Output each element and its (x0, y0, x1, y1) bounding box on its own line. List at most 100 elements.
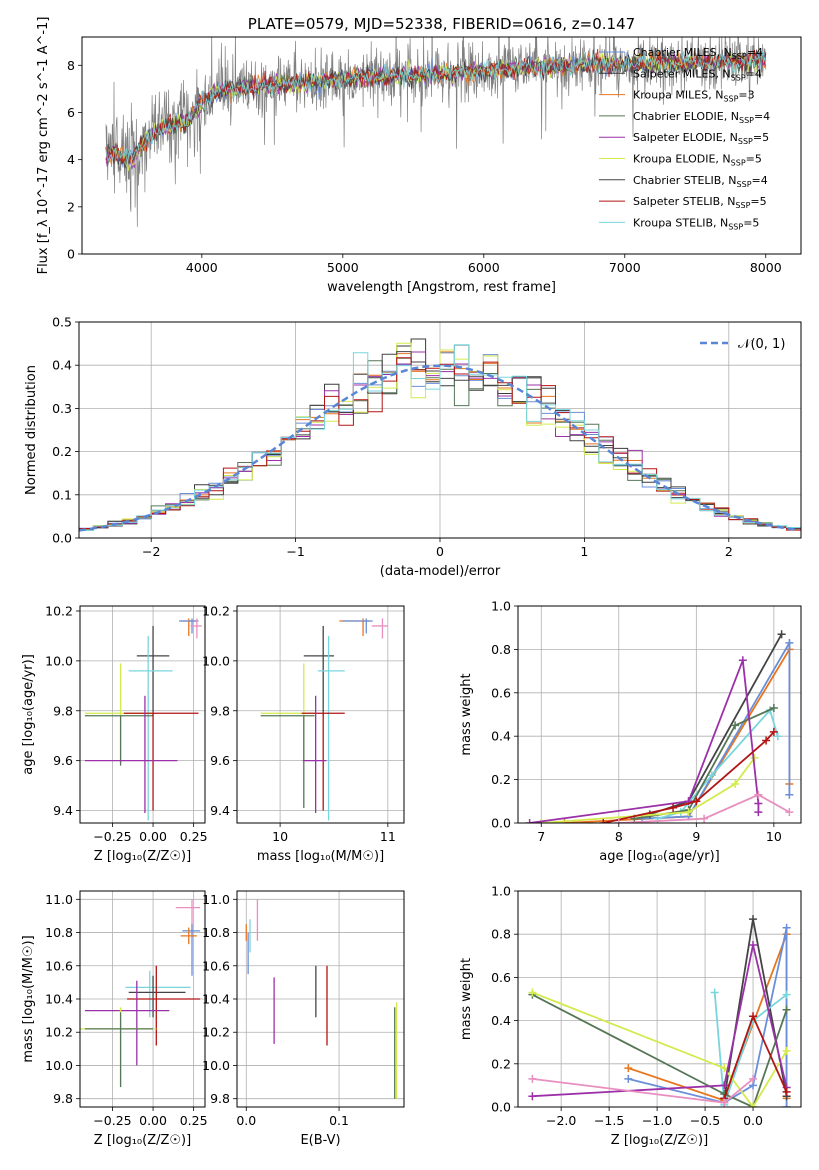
legend-label: Salpeter ELODIE, NSSP=5 (633, 131, 769, 146)
y-tick-label: 10.2 (45, 1025, 73, 1040)
plus-marker (528, 988, 537, 997)
plus-marker (700, 814, 709, 823)
x-tick-label: 0.00 (139, 829, 167, 844)
x-tick-label: 0.0 (743, 1113, 763, 1128)
y-tick-label: 10.0 (202, 1058, 230, 1073)
y-tick-label: 10.6 (45, 958, 73, 973)
y-tick-label: 0.6 (491, 685, 511, 700)
legend: 𝒩(0, 1) (700, 337, 785, 352)
y-tick-label: 9.8 (53, 1091, 73, 1106)
x-axis-label: age [log₁₀(age/yr)] (599, 849, 720, 864)
y-axis-label: Normed distribution (24, 365, 39, 495)
mass-weight-line (531, 993, 788, 1107)
x-tick-label: 7000 (609, 260, 641, 275)
error-bar-point (84, 715, 154, 766)
y-tick-label: 0.4 (52, 358, 72, 373)
y-tick-label: 4 (67, 152, 75, 167)
y-tick-label: 10.2 (202, 1025, 230, 1040)
error-bar-point (175, 899, 201, 938)
y-tick-label: 10.8 (202, 925, 230, 940)
x-tick-label: 1 (580, 544, 588, 559)
plus-marker (782, 1046, 791, 1055)
mass-weight-line (713, 992, 788, 1106)
plot-area (84, 618, 202, 821)
plus-marker (710, 988, 719, 997)
plus-marker (785, 790, 794, 799)
x-tick-label: 10 (272, 829, 288, 844)
panel-spectrum: 4000 5000 6000 7000 8000 0 2 4 6 8 wavelength [Ang… (36, 15, 802, 295)
plot-area (528, 915, 791, 1107)
plus-marker (692, 797, 701, 806)
x-tick-label: 9 (692, 829, 700, 844)
y-tick-label: 9.6 (210, 753, 230, 768)
x-tick-label: 5000 (327, 260, 359, 275)
legend: Chabrier MILES, NSSP=4 Salpeter MILES, NS… (599, 46, 770, 231)
y-tick-label: 6 (67, 105, 75, 120)
y-axis-label: age [log₁₀(age/yr)] (21, 654, 36, 775)
error-bar-point (84, 1012, 154, 1088)
x-tick-label: −2.0 (546, 1113, 576, 1128)
plus-marker (528, 1074, 537, 1083)
normal-distribution-curve (79, 364, 799, 532)
y-axis-label: mass weight (459, 958, 474, 1040)
x-tick-label: −0.25 (93, 1113, 131, 1128)
legend-label: Kroupa MILES, NSSP=3 (633, 89, 755, 104)
x-tick-label: 10 (766, 829, 782, 844)
y-tick-label: 1.0 (491, 599, 511, 614)
plot-area (245, 899, 398, 1099)
y-tick-label: 10.4 (202, 992, 230, 1007)
x-tick-label: −1 (286, 544, 304, 559)
error-bar-point (84, 695, 178, 814)
error-bar-point (371, 618, 388, 639)
plus-marker (720, 1098, 729, 1107)
error-bar-point (317, 635, 345, 821)
plus-marker (614, 819, 623, 823)
y-tick-label: 0.6 (491, 970, 511, 985)
y-tick-label: 9.8 (210, 1091, 230, 1106)
mass-weight-line (618, 793, 790, 823)
y-tick-label: 0.8 (491, 642, 511, 657)
y-tick-label: 0.8 (491, 927, 511, 942)
y-tick-label: 10.0 (45, 653, 73, 668)
legend-label: 𝒩(0, 1) (738, 337, 785, 352)
axes-frame (79, 605, 206, 824)
plus-marker (525, 819, 534, 823)
x-tick-label: 7 (537, 829, 545, 844)
error-bar-point (301, 712, 345, 811)
axes-frame (236, 605, 405, 824)
y-tick-label: 0.3 (52, 401, 72, 416)
y-tick-label: 0.0 (52, 531, 72, 546)
y-tick-label: 11.0 (202, 892, 230, 907)
plus-marker (560, 819, 569, 823)
y-tick-label: 0.4 (491, 1013, 511, 1028)
panel-mass-vs-EBV: 0.0 0.1 9.8 10.0 10.2 10.4 10.6 10.8 11.0 E(B-V) (202, 890, 405, 1148)
axes-frame (79, 890, 206, 1108)
y-tick-label: 9.6 (53, 753, 73, 768)
y-axis-label: mass weight (459, 673, 474, 755)
y-tick-label: 10.0 (45, 1058, 73, 1073)
mass-weight-line (532, 991, 788, 1107)
x-tick-label: 0.25 (180, 1113, 208, 1128)
x-axis-label: (data-model)/error (380, 564, 501, 579)
plus-marker (749, 941, 758, 949)
y-tick-label: 9.4 (210, 803, 230, 818)
mass-weight-line (649, 633, 783, 816)
y-tick-label: 10.8 (45, 925, 73, 940)
legend-label: Chabrier MILES, NSSP=4 (633, 46, 763, 61)
plus-marker (749, 1012, 758, 1021)
y-tick-label: 0 (67, 247, 75, 262)
panel-residuals: −2 −1 0 1 2 0.0 0.1 0.2 0.3 0.4 0.5 (data-model)/er… (24, 315, 802, 579)
y-tick-label: 9.4 (53, 803, 73, 818)
x-tick-label: −2 (142, 544, 160, 559)
x-axis-label: E(B-V) (300, 1133, 340, 1148)
plus-marker (624, 1064, 633, 1073)
plus-marker (599, 819, 608, 823)
y-tick-label: 0.2 (491, 1056, 511, 1071)
y-tick-label: 0.2 (52, 444, 72, 459)
y-tick-label: 2 (67, 199, 75, 214)
residual-histogram (79, 344, 801, 531)
error-bar-point (84, 980, 170, 1066)
y-tick-label: 10.2 (45, 603, 73, 618)
plus-marker (754, 799, 763, 808)
